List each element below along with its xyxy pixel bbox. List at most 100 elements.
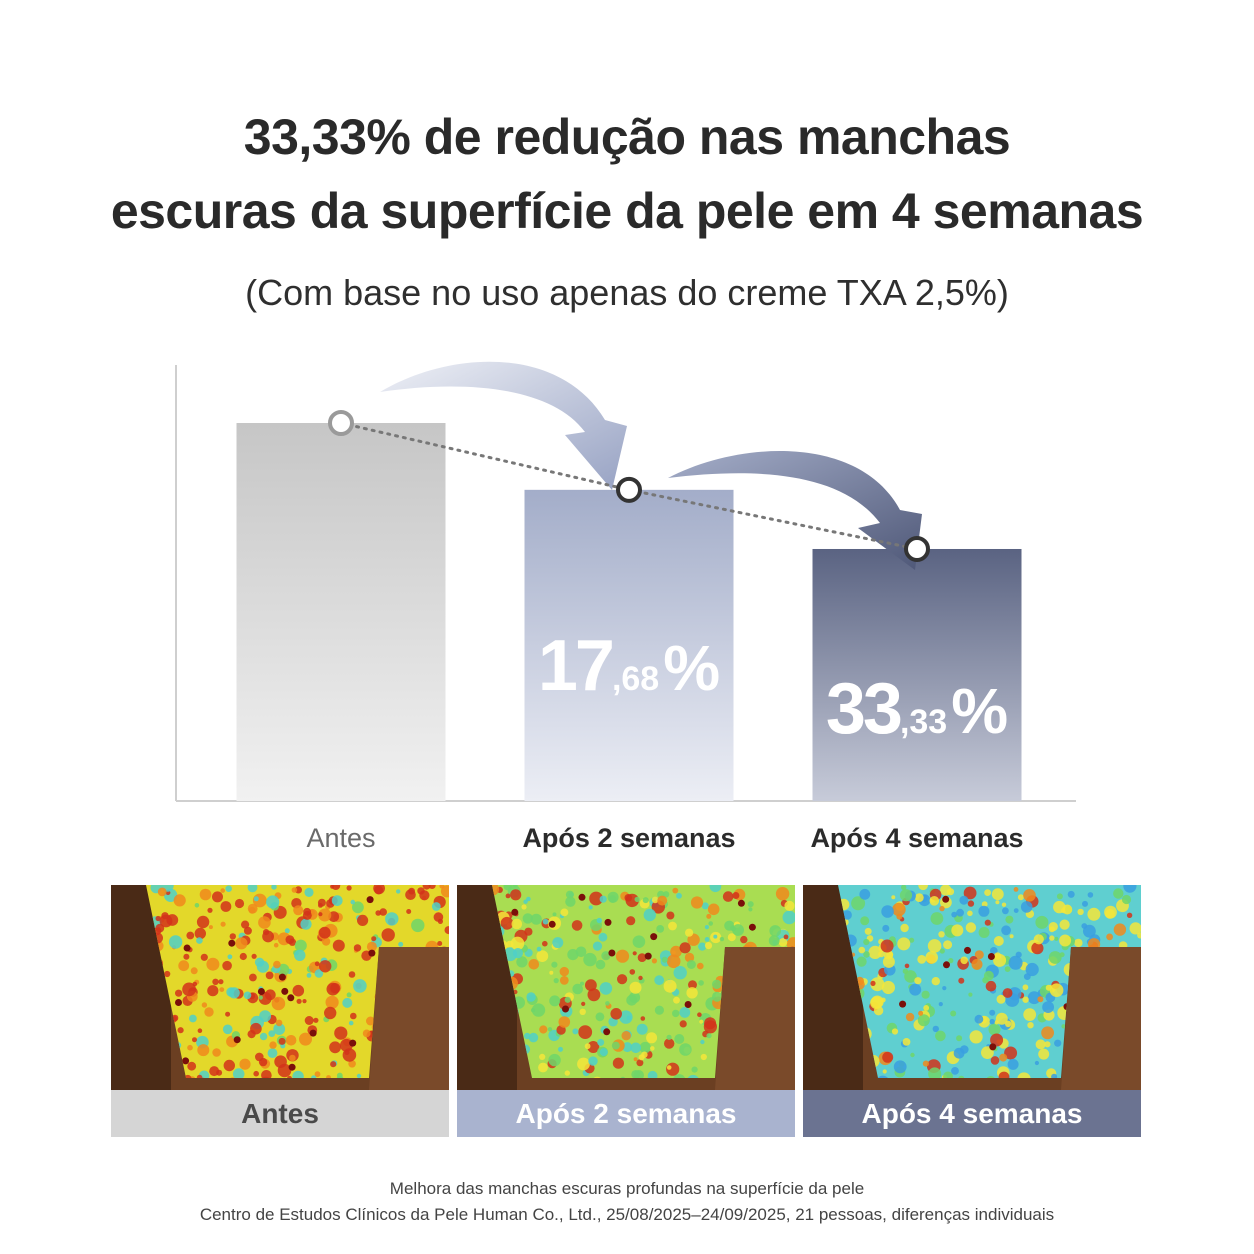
heatmap-spot	[551, 961, 558, 968]
heatmap-spot	[553, 978, 559, 984]
heatmap-spot	[285, 935, 295, 944]
heatmap-spot	[1002, 907, 1009, 915]
heatmap-spot	[923, 1005, 930, 1011]
heatmap-spot	[904, 963, 910, 969]
heatmap-spot	[1081, 923, 1088, 929]
dark-spot	[964, 946, 971, 954]
heatmap-spot	[512, 885, 518, 888]
heatmap-spot	[1008, 955, 1023, 970]
heatmap-spot	[670, 945, 682, 958]
dark-spot	[281, 987, 289, 995]
heatmap-spot	[293, 905, 304, 916]
heatmap-spot	[938, 1002, 943, 1007]
heatmap-spot	[943, 1071, 953, 1078]
heatmap-spot	[275, 1019, 283, 1027]
heatmap-spot	[1074, 938, 1083, 948]
heatmap-spot	[261, 1070, 272, 1078]
heatmap-spot	[909, 983, 922, 996]
dark-spot	[604, 918, 612, 926]
heatmap-spot	[287, 1075, 292, 1078]
heatmap-spot	[318, 908, 332, 922]
dark-spot	[942, 895, 950, 903]
heatmap-spot	[325, 995, 339, 1009]
heatmap-spot	[321, 937, 331, 946]
heatmap-spot	[727, 933, 736, 942]
heatmap-spot	[1017, 894, 1024, 901]
heatmap-spot	[650, 1046, 655, 1051]
heatmap-spot	[353, 979, 367, 993]
heatmap-spot	[223, 1059, 235, 1072]
heatmap-spot	[842, 910, 852, 920]
heatmap-spot	[624, 894, 633, 902]
heatmap-spot	[598, 932, 608, 942]
dark-spot	[309, 1029, 317, 1037]
heatmap-spot	[330, 1061, 337, 1068]
heatmap-spot	[897, 937, 911, 951]
heatmap-spot	[1062, 904, 1073, 915]
heatmap-spot	[559, 976, 569, 985]
heatmap-spot	[431, 902, 441, 911]
heatmap-spot	[672, 1074, 686, 1078]
trend-arrow	[668, 451, 922, 570]
heatmap-spot	[1038, 1048, 1050, 1060]
heatmap-spot	[1049, 935, 1055, 941]
heatmap-spot	[273, 1023, 286, 1035]
heatmap-spot	[314, 1071, 321, 1078]
heatmap-spot	[956, 908, 964, 917]
heatmap-spot	[235, 937, 248, 950]
dark-spot	[278, 973, 286, 981]
heatmap-spot	[724, 920, 735, 931]
heatmap-spot	[706, 1033, 712, 1039]
heatmap-spot	[207, 907, 213, 913]
heatmap-spot	[259, 1010, 271, 1022]
heatmap-spot	[630, 1042, 642, 1054]
heatmap-spot	[1104, 905, 1117, 919]
heatmap-spot	[985, 980, 997, 992]
heatmap-spot	[935, 1030, 946, 1042]
dark-spot	[748, 923, 756, 931]
heatmap-spot	[673, 996, 680, 1004]
heatmap-spot	[271, 996, 286, 1011]
heatmap-spot	[552, 912, 557, 917]
heatmap-spot	[1022, 996, 1029, 1003]
heatmap-spot	[318, 903, 323, 908]
heatmap-spot	[1087, 892, 1094, 898]
heatmap-spot	[638, 975, 643, 981]
heatmap-spot	[931, 977, 940, 986]
heatmap-spot	[585, 979, 597, 992]
dark-spot	[684, 1001, 692, 1008]
heatmap-spot	[617, 974, 628, 985]
heatmap-spot	[672, 887, 679, 894]
heatmap-spot	[220, 921, 226, 927]
heatmap-spot	[588, 1056, 598, 1066]
heatmap-spot	[177, 1027, 184, 1034]
heatmap-spot	[661, 956, 668, 963]
heatmap-spot	[974, 1014, 984, 1024]
heatmap-spot	[168, 935, 183, 949]
heatmap-spot	[565, 890, 574, 899]
heatmap-spot	[285, 1035, 297, 1046]
heatmap-spot	[643, 908, 656, 922]
photo-caption: Após 4 semanas	[803, 1090, 1141, 1137]
heatmap-spot	[277, 963, 290, 976]
heatmap-spot	[882, 1069, 887, 1074]
dark-spot	[287, 994, 295, 1002]
heatmap-spot	[1035, 1039, 1046, 1050]
heatmap-spot	[318, 912, 323, 917]
heatmap-spot	[1023, 889, 1036, 902]
heatmap-spot	[304, 887, 314, 897]
dark-spot	[366, 896, 374, 904]
heatmap-spot	[1001, 902, 1007, 907]
heatmap-spot	[268, 1030, 276, 1037]
heatmap-spot	[914, 977, 922, 985]
heatmap-spot	[528, 959, 540, 970]
heatmap-spot	[996, 994, 1006, 1004]
heatmap-spot	[1027, 1022, 1034, 1029]
heatmap-spot	[184, 1074, 192, 1078]
heatmap-spot	[657, 895, 668, 906]
heatmap-spot	[873, 1006, 884, 1016]
heatmap-spot	[592, 941, 603, 951]
heatmap-spot	[679, 1020, 687, 1028]
heatmap-spot	[864, 927, 872, 935]
heatmap-spot	[222, 960, 232, 971]
